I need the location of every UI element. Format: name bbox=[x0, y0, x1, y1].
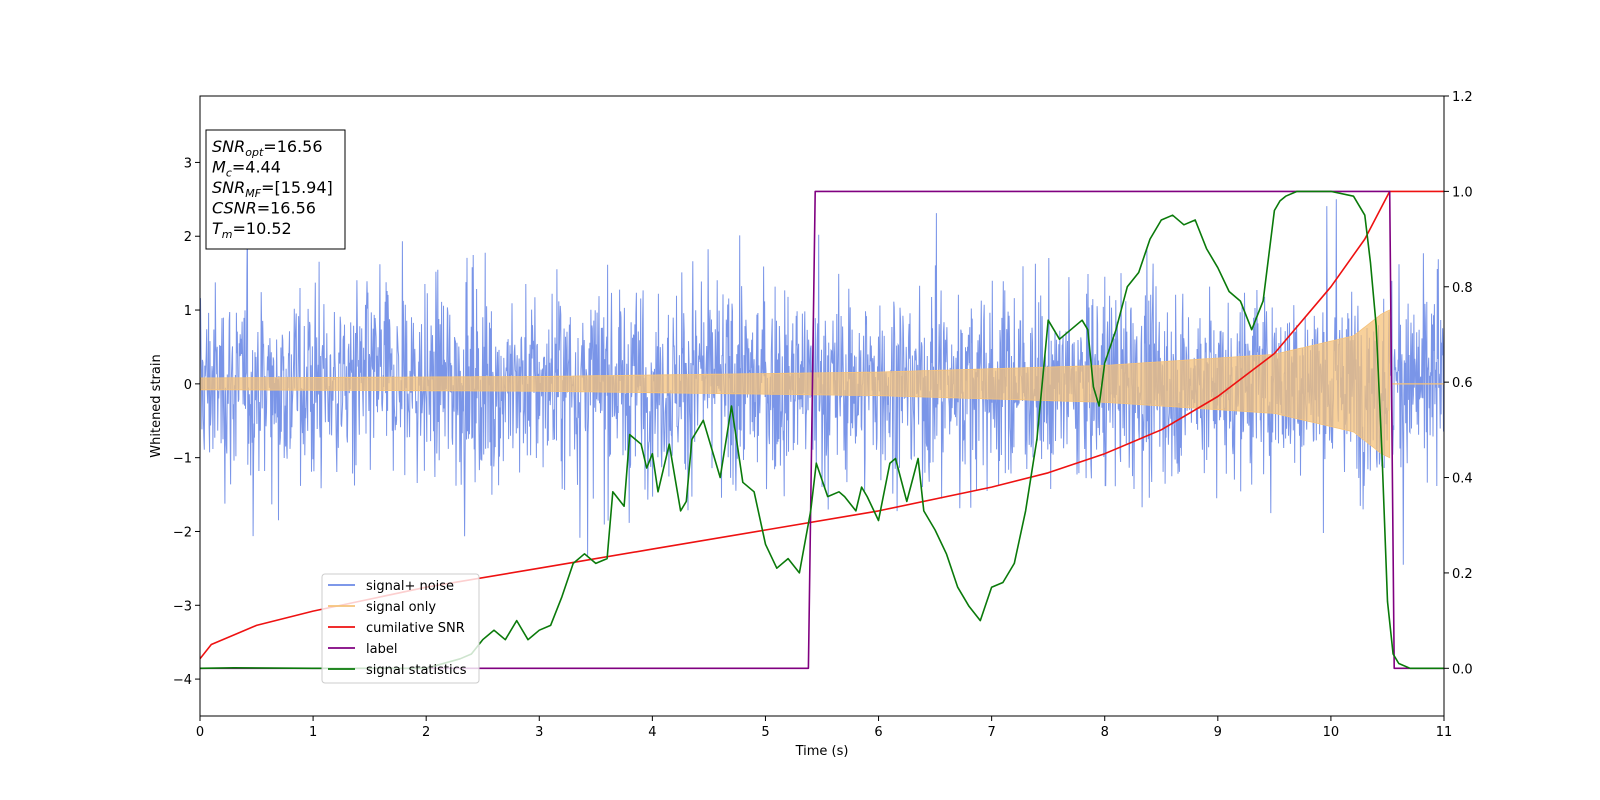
annotation-value: =4.44 bbox=[232, 158, 281, 177]
annotation-subscript: m bbox=[222, 228, 233, 241]
annotation-subscript: MF bbox=[245, 187, 261, 200]
x-tick-label: 5 bbox=[761, 725, 769, 740]
left-y-axis: 3 2 1 0 −1 −2 −3 −4 bbox=[173, 156, 200, 688]
right-y-tick-label: 0.4 bbox=[1452, 472, 1473, 487]
right-y-tick-label: 1.0 bbox=[1452, 185, 1473, 200]
plot-frame bbox=[199, 95, 1445, 717]
right-y-tick-label: 0.8 bbox=[1452, 281, 1473, 296]
annotation-subscript: c bbox=[226, 167, 232, 180]
legend-label: signal+ noise bbox=[366, 579, 454, 594]
annotation-line: Tm=10.52 bbox=[212, 219, 292, 241]
x-axis-label: Time (s) bbox=[795, 744, 849, 759]
annotation-symbol: M bbox=[212, 158, 226, 177]
annotation-symbol: SNR bbox=[212, 137, 245, 156]
legend-label: signal statistics bbox=[366, 663, 467, 678]
x-tick-label: 11 bbox=[1436, 725, 1453, 740]
annotation-value: =16.56 bbox=[263, 137, 322, 156]
y-axis-label: Whitened strain bbox=[149, 354, 164, 457]
x-tick-label: 7 bbox=[987, 725, 995, 740]
left-y-tick-label: 1 bbox=[184, 304, 192, 319]
series-signal-only-area bbox=[200, 309, 1391, 459]
series-label-line bbox=[200, 190, 1444, 670]
right-y-tick-label: 1.2 bbox=[1452, 90, 1473, 105]
legend-label: signal only bbox=[366, 600, 436, 615]
x-tick-label: 8 bbox=[1101, 725, 1109, 740]
right-y-tick-label: 0.2 bbox=[1452, 567, 1473, 582]
x-tick-label: 2 bbox=[422, 725, 430, 740]
right-y-axis: 1.2 1.0 0.8 0.6 0.4 0.2 0.0 bbox=[1444, 90, 1473, 677]
annotation-symbol: CSNR bbox=[212, 199, 257, 218]
left-y-tick-label: 2 bbox=[184, 230, 192, 245]
left-y-tick-label: 0 bbox=[184, 378, 192, 393]
legend-label: label bbox=[366, 642, 397, 657]
left-y-tick-label: −1 bbox=[173, 452, 192, 467]
x-tick-label: 4 bbox=[648, 725, 656, 740]
left-y-tick-label: −4 bbox=[173, 673, 192, 688]
annotation-line: CSNR=16.56 bbox=[212, 199, 316, 218]
annotation-value: =[15.94] bbox=[261, 178, 333, 197]
x-tick-label: 1 bbox=[309, 725, 317, 740]
legend: signal+ noise signal only cumilative SNR la… bbox=[321, 573, 480, 684]
annotation-line: SNRopt=16.56 bbox=[212, 137, 323, 159]
x-tick-label: 0 bbox=[196, 725, 204, 740]
annotation-line: Mc=4.44 bbox=[212, 158, 281, 180]
left-y-tick-label: −3 bbox=[173, 599, 192, 614]
annotation-box-frame bbox=[205, 129, 346, 250]
x-tick-label: 10 bbox=[1323, 725, 1340, 740]
annotation-subscript: opt bbox=[245, 146, 264, 159]
right-y-tick-label: 0.6 bbox=[1452, 376, 1473, 391]
plot-area bbox=[200, 190, 1444, 670]
left-y-tick-label: −2 bbox=[173, 525, 192, 540]
annotation-value: =16.56 bbox=[257, 199, 316, 218]
left-y-tick-label: 3 bbox=[184, 156, 192, 171]
right-y-tick-label: 0.0 bbox=[1452, 662, 1473, 677]
annotation-value: =10.52 bbox=[233, 219, 292, 238]
x-tick-label: 9 bbox=[1214, 725, 1222, 740]
legend-frame bbox=[321, 573, 480, 684]
x-tick-label: 3 bbox=[535, 725, 543, 740]
series-signal-statistics-line bbox=[200, 190, 1444, 670]
annotation-box: SNRopt=16.56Mc=4.44SNRMF=[15.94]CSNR=16.… bbox=[205, 129, 346, 250]
annotation-line: SNRMF=[15.94] bbox=[212, 178, 333, 200]
x-axis: 0 1 2 3 4 5 6 7 8 9 10 11 bbox=[196, 716, 1452, 740]
annotation-symbol: T bbox=[212, 219, 223, 238]
annotation-symbol: SNR bbox=[212, 178, 245, 197]
series-cumilative-snr-line bbox=[200, 190, 1444, 660]
x-tick-label: 6 bbox=[874, 725, 882, 740]
legend-label: cumilative SNR bbox=[366, 621, 465, 636]
